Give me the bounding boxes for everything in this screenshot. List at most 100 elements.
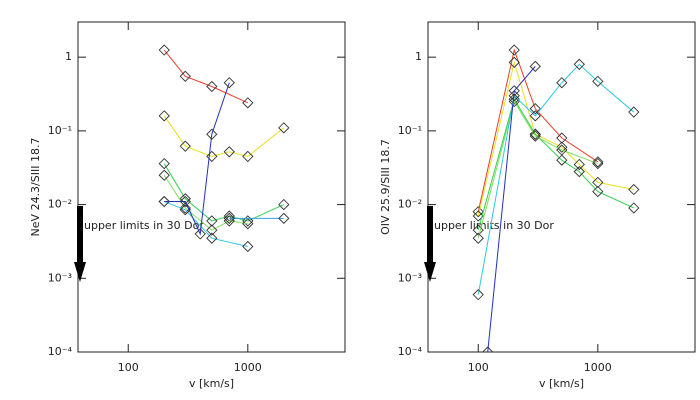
marker	[482, 346, 494, 352]
marker	[556, 154, 568, 166]
x-tick-label: 100	[468, 361, 489, 374]
y-tick-label: 10⁻¹	[48, 124, 72, 137]
marker	[529, 110, 541, 122]
panel: 100 1000 10⁻⁴ 10⁻³ 10⁻² 10⁻¹ 1 v [km/s] NeV 24.3…	[29, 21, 346, 390]
marker	[206, 224, 218, 236]
arrow-head	[424, 262, 436, 282]
series-line	[477, 100, 598, 239]
x-axis-label: v [km/s]	[189, 377, 234, 390]
marker	[628, 202, 640, 214]
marker	[573, 165, 585, 178]
y-tick-label: 10⁻²	[398, 198, 422, 211]
series-line	[477, 48, 599, 212]
marker	[179, 70, 191, 82]
panel: 100 1000 10⁻⁴ 10⁻³ 10⁻² 10⁻¹ 1 v [km/s] OIV 25.9…	[379, 21, 696, 390]
marker	[628, 183, 640, 196]
marker	[628, 106, 640, 118]
marker	[206, 150, 218, 163]
y-tick-label: 1	[415, 50, 422, 63]
y-tick-label: 10⁻⁴	[398, 345, 423, 358]
marker	[278, 198, 290, 211]
marker	[592, 157, 604, 170]
series-line	[164, 201, 248, 247]
marker	[592, 75, 604, 87]
x-tick-label: 1000	[584, 361, 612, 374]
marker	[242, 97, 254, 109]
x-axis-label: v [km/s]	[539, 377, 584, 390]
y-tick-label: 10⁻³	[398, 271, 422, 284]
marker	[472, 232, 484, 244]
y-tick-label: 10⁻⁴	[48, 345, 73, 358]
marker	[223, 146, 235, 158]
marker	[158, 157, 170, 170]
arrow-shaft	[427, 206, 433, 264]
y-tick-label: 10⁻¹	[398, 124, 422, 137]
y-axis-label: NeV 24.3/SIII 18.7	[29, 138, 42, 237]
marker	[242, 240, 254, 253]
marker	[573, 58, 585, 70]
marker	[592, 176, 604, 189]
marker	[529, 130, 541, 142]
series-line	[477, 60, 634, 217]
x-tick-label: 1000	[234, 361, 262, 374]
marker	[529, 128, 541, 140]
marker	[556, 77, 568, 89]
y-tick-label: 10⁻²	[48, 198, 72, 211]
marker	[223, 215, 235, 227]
series-line	[163, 163, 285, 222]
marker	[573, 158, 585, 171]
plot-frame	[427, 21, 696, 353]
marker	[278, 212, 290, 225]
marker	[592, 185, 604, 198]
marker	[556, 144, 568, 156]
y-tick-label: 1	[65, 50, 72, 63]
marker	[472, 210, 484, 222]
marker	[179, 140, 191, 152]
marker	[242, 218, 254, 230]
series-line	[163, 49, 249, 104]
marker	[508, 90, 520, 102]
marker	[529, 60, 541, 73]
annotation: upper limits in 30 Dor	[434, 219, 554, 232]
marker	[158, 169, 170, 181]
y-axis-label: OIV 25.9/SIII 18.7	[379, 139, 392, 235]
y-tick-label: 10⁻³	[48, 271, 72, 284]
series-line	[163, 115, 285, 157]
marker	[278, 122, 290, 134]
marker	[508, 85, 520, 97]
marker	[242, 150, 254, 163]
marker	[223, 77, 235, 89]
marker	[592, 156, 604, 168]
marker	[179, 202, 191, 214]
marker	[206, 128, 218, 140]
marker	[194, 228, 206, 240]
marker	[158, 44, 170, 56]
arrow-shaft	[77, 206, 83, 264]
marker	[529, 103, 541, 115]
series-line	[477, 63, 635, 295]
plot-frame	[77, 21, 346, 353]
series-line	[164, 82, 230, 236]
marker	[472, 224, 484, 236]
marker	[472, 206, 484, 218]
marker	[179, 193, 191, 205]
marker	[206, 80, 218, 93]
marker	[158, 195, 170, 208]
marker	[223, 212, 235, 225]
series-line	[487, 66, 536, 352]
marker	[206, 215, 218, 227]
marker	[472, 289, 484, 301]
marker	[158, 110, 170, 122]
x-tick-label: 100	[118, 361, 139, 374]
marker	[508, 56, 520, 69]
marker	[242, 215, 254, 227]
marker	[508, 44, 520, 56]
marker	[556, 132, 568, 144]
series-line	[477, 97, 635, 231]
marker	[179, 195, 191, 208]
series-line	[163, 174, 248, 231]
marker	[508, 95, 520, 108]
marker	[556, 141, 568, 153]
annotation: upper limits in 30 Dor	[84, 219, 204, 232]
